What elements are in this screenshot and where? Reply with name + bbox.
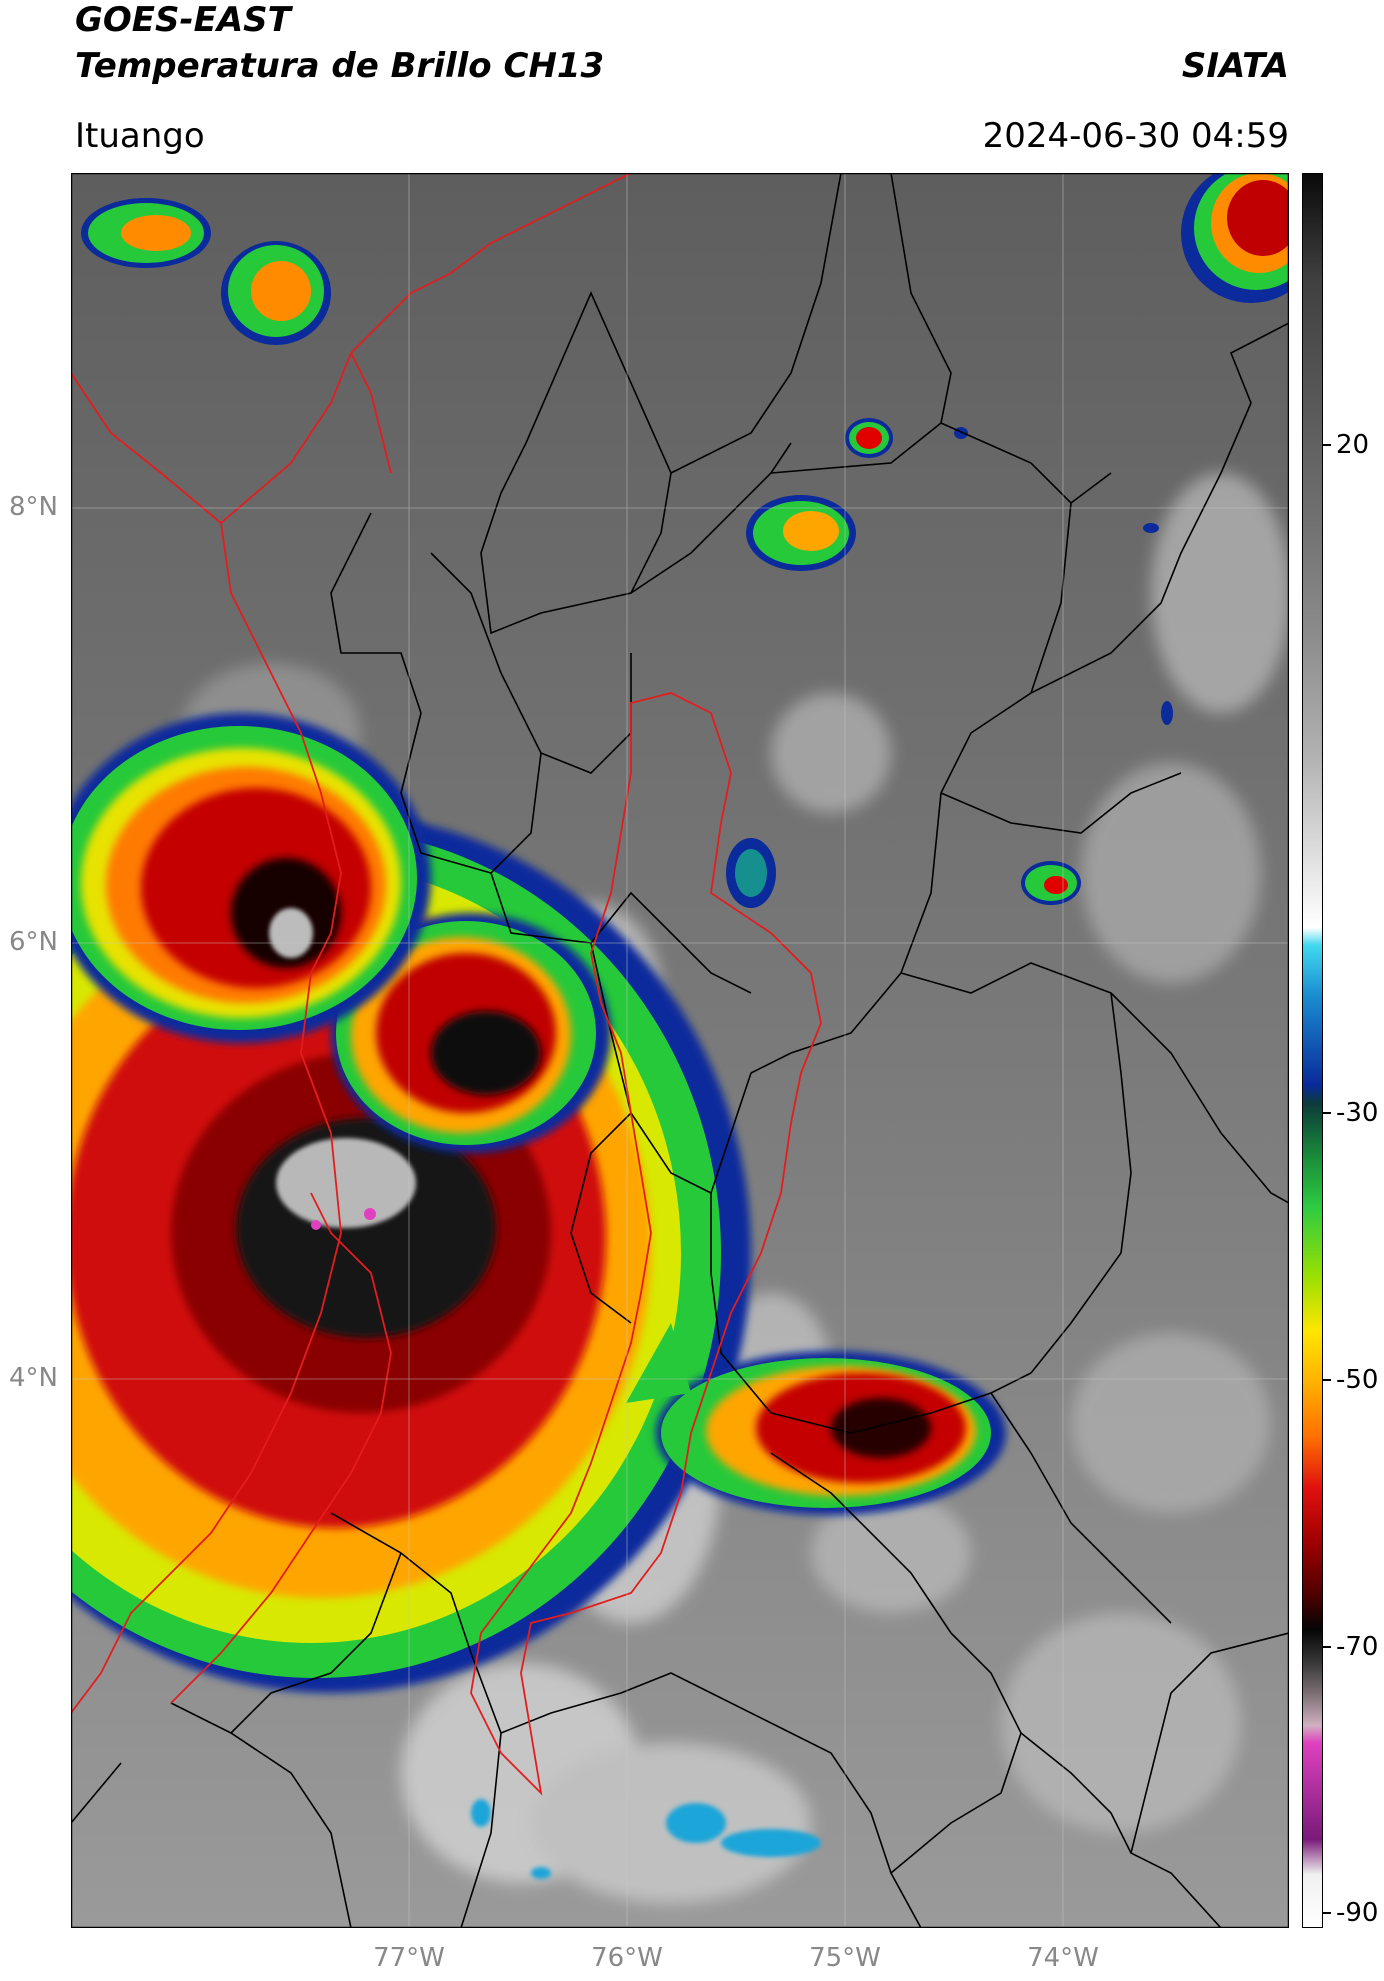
department-borders	[71, 173, 822, 1796]
storm-cell-central-west	[331, 913, 611, 1153]
colorbar-tick-mark	[1323, 444, 1331, 446]
lat-label-8n: 8°N	[9, 492, 58, 522]
storm-cell-north	[746, 418, 893, 571]
lon-label-75w: 75°W	[809, 1943, 881, 1973]
title-satellite: GOES-EAST	[75, 0, 291, 40]
colorbar-tick-minus50: -50	[1336, 1365, 1379, 1395]
storm-cell-southeast	[626, 1323, 1006, 1515]
brand-label: SIATA	[1181, 46, 1289, 86]
colorbar	[1302, 173, 1323, 1928]
lon-label-76w: 76°W	[591, 1943, 663, 1973]
colorbar-tick-mark	[1323, 1912, 1331, 1914]
admin-borders	[71, 173, 1289, 1928]
lon-label-74w: 74°W	[1027, 1943, 1099, 1973]
colorbar-tick-minus70: -70	[1336, 1632, 1379, 1662]
lon-label-77w: 77°W	[373, 1943, 445, 1973]
colorbar-tick-mark	[1323, 1112, 1331, 1114]
colorbar-tick-mark	[1323, 1379, 1331, 1381]
lat-label-4n: 4°N	[9, 1363, 58, 1393]
timestamp-label: 2024-06-30 04:59	[982, 116, 1289, 156]
cold-cloud-fringes	[471, 1799, 821, 1879]
colorbar-tick-20: 20	[1336, 430, 1370, 460]
small-cells	[726, 427, 1173, 908]
satellite-map	[71, 173, 1289, 1928]
title-product: Temperatura de Brillo CH13	[75, 46, 605, 86]
graticule	[71, 173, 1289, 1928]
location-label: Ituango	[75, 116, 205, 156]
storm-cell-northwest	[71, 713, 431, 1043]
colorbar-tick-mark	[1323, 1646, 1331, 1648]
storm-cell-top-left	[81, 198, 331, 345]
storm-cell-top-right	[1181, 173, 1289, 303]
colorbar-tick-minus30: -30	[1336, 1098, 1379, 1128]
colorbar-tick-minus90: -90	[1336, 1898, 1379, 1928]
lat-label-6n: 6°N	[9, 927, 58, 957]
